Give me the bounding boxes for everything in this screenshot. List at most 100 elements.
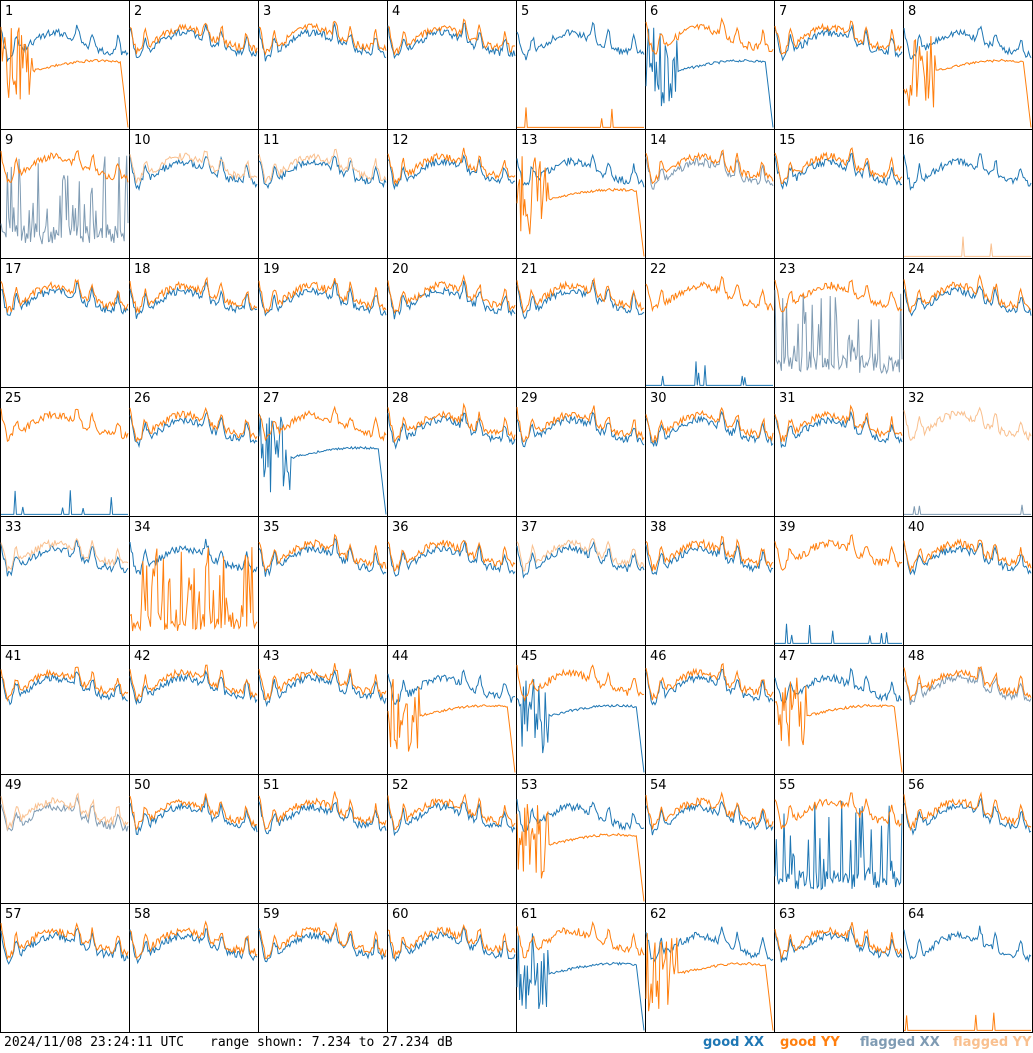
panel-label: 37: [521, 520, 538, 535]
panel-55: 55: [774, 774, 904, 904]
panel-label: 46: [650, 649, 667, 664]
panel-frame: [645, 645, 775, 775]
series-xx-line: [387, 540, 516, 577]
panel-label: 26: [134, 391, 151, 406]
panel-label: 64: [908, 907, 925, 922]
panel-label: 53: [521, 778, 538, 793]
series-yy-line: [387, 539, 516, 573]
panel-23: 23: [774, 258, 904, 388]
series-xx-line: [0, 155, 129, 245]
panel-47: 47: [774, 645, 904, 775]
panel-frame: [129, 387, 259, 517]
series-yy-line: [774, 677, 903, 773]
panel-label: 52: [392, 778, 409, 793]
series-yy-line: [387, 147, 516, 186]
panel-label: 42: [134, 649, 151, 664]
series-xx-line: [775, 623, 902, 644]
panel-frame: [258, 516, 388, 646]
panel-frame: [903, 387, 1033, 517]
series-xx-line: [129, 796, 258, 836]
panel-50: 50: [129, 774, 259, 904]
series-xx-line: [645, 540, 774, 576]
panel-frame: [516, 0, 646, 130]
legend-flagged-yy: flagged YY: [953, 1035, 1032, 1050]
panel-label: 38: [650, 520, 667, 535]
series-yy-line: [387, 793, 516, 830]
panel-label: 25: [5, 391, 22, 406]
panel-frame: [774, 387, 904, 517]
panel-frame: [0, 258, 130, 388]
panel-64: 64: [903, 903, 1033, 1033]
series-xx-line: [258, 21, 387, 62]
panel-17: 17: [0, 258, 130, 388]
series-yy-line: [774, 533, 903, 571]
panel-14: 14: [645, 129, 775, 259]
panel-56: 56: [903, 774, 1033, 904]
series-xx-line: [387, 280, 516, 320]
series-yy-line: [903, 36, 1032, 128]
panel-32: 32: [903, 387, 1033, 517]
series-xx-line: [903, 542, 1032, 576]
series-xx-line: [129, 538, 258, 575]
series-xx-line: [129, 928, 258, 965]
panel-frame: [0, 645, 130, 775]
series-yy-line: [129, 793, 258, 831]
series-yy-line: [387, 679, 516, 773]
panel-48: 48: [903, 645, 1033, 775]
series-xx-line: [258, 801, 387, 835]
panel-label: 47: [779, 649, 796, 664]
panel-label: 36: [392, 520, 409, 535]
panel-label: 57: [5, 907, 22, 922]
panel-7: 7: [774, 0, 904, 130]
series-yy-line: [129, 406, 258, 442]
panel-41: 41: [0, 645, 130, 775]
panel-label: 15: [779, 133, 796, 148]
panel-36: 36: [387, 516, 517, 646]
series-xx-line: [258, 537, 387, 577]
panel-frame: [774, 774, 904, 904]
panel-15: 15: [774, 129, 904, 259]
series-yy-line: [516, 537, 645, 572]
series-xx-line: [645, 27, 774, 128]
panel-frame: [258, 129, 388, 259]
series-xx-line: [0, 794, 129, 832]
panel-label: 4: [392, 4, 400, 19]
panel-label: 58: [134, 907, 151, 922]
panel-label: 30: [650, 391, 667, 406]
panel-25: 25: [0, 387, 130, 517]
panel-frame: [258, 258, 388, 388]
panel-label: 12: [392, 133, 409, 148]
panel-31: 31: [774, 387, 904, 517]
series-yy-line: [129, 547, 258, 632]
series-xx-line: [645, 151, 774, 190]
series-xx-line: [646, 361, 773, 386]
series-xx-line: [516, 933, 645, 1031]
panel-frame: [387, 774, 517, 904]
series-xx-line: [129, 669, 258, 706]
series-yy-line: [645, 17, 774, 55]
legend-flagged-xx: flagged XX: [860, 1035, 940, 1050]
panel-frame: [516, 387, 646, 517]
panel-frame: [774, 516, 904, 646]
series-yy-line: [129, 150, 258, 184]
series-yy-line: [258, 405, 387, 442]
series-yy-line: [129, 664, 258, 702]
panel-frame: [645, 258, 775, 388]
panel-label: 19: [263, 262, 280, 277]
series-yy-line: [0, 537, 129, 572]
panel-label: 35: [263, 520, 280, 535]
panel-frame: [0, 129, 130, 259]
series-xx-line: [516, 280, 645, 320]
series-xx-line: [129, 410, 258, 449]
series-xx-line: [516, 541, 645, 579]
panel-frame: [774, 903, 904, 1033]
series-yy-line: [129, 22, 258, 55]
panel-label: 24: [908, 262, 925, 277]
series-xx-line: [387, 412, 516, 450]
panel-frame: [903, 516, 1033, 646]
series-yy-line: [0, 408, 129, 443]
panel-8: 8: [903, 0, 1033, 130]
panel-frame: [129, 774, 259, 904]
panel-frame: [129, 903, 259, 1033]
